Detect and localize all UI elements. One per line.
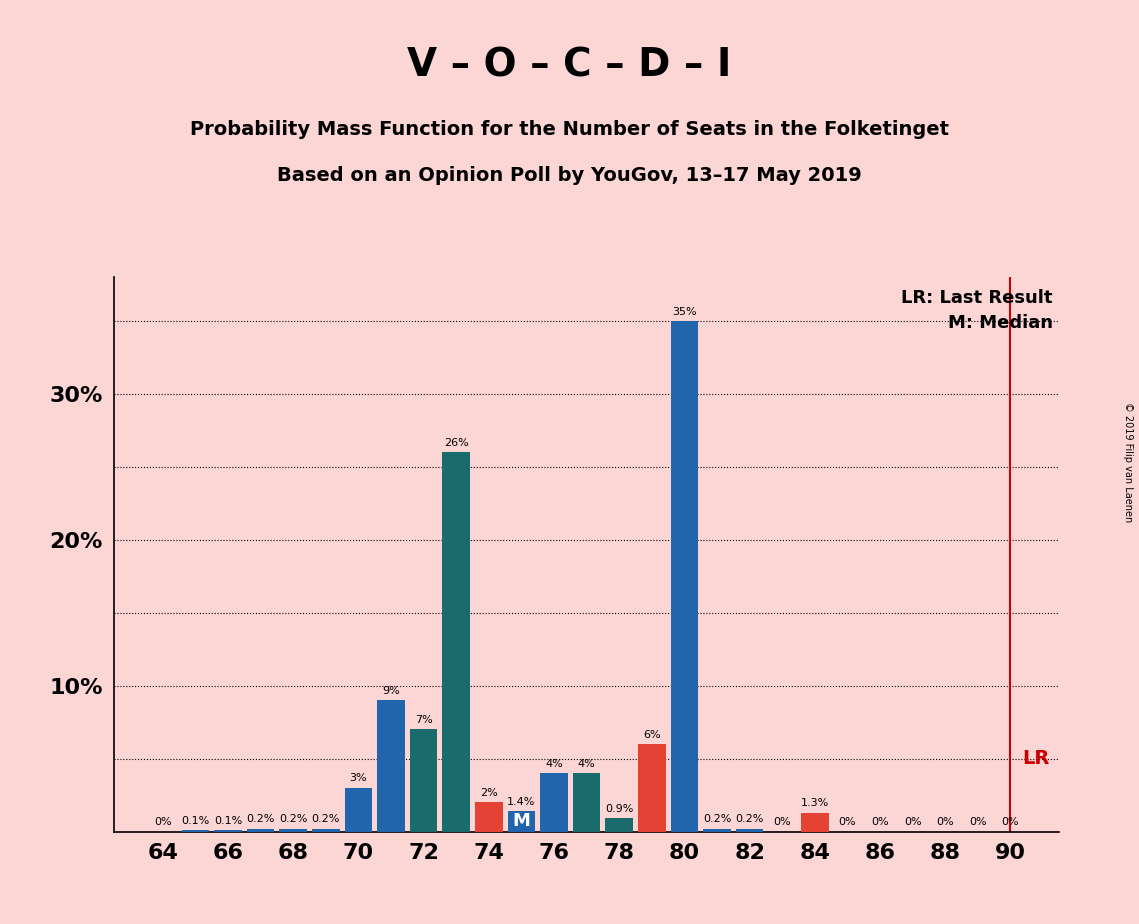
Text: 0%: 0%: [969, 817, 986, 827]
Text: 0%: 0%: [871, 817, 888, 827]
Text: 0%: 0%: [838, 817, 857, 827]
Text: 0%: 0%: [1001, 817, 1019, 827]
Text: 0.2%: 0.2%: [703, 814, 731, 824]
Text: 4%: 4%: [577, 759, 596, 769]
Text: 9%: 9%: [382, 686, 400, 696]
Bar: [736, 829, 763, 832]
Text: 0.2%: 0.2%: [279, 814, 308, 824]
Text: 4%: 4%: [546, 759, 563, 769]
Bar: [703, 829, 731, 832]
Bar: [508, 811, 535, 832]
Text: LR: LR: [1022, 749, 1049, 768]
Text: 3%: 3%: [350, 773, 367, 784]
Text: 26%: 26%: [444, 438, 468, 448]
Text: V – O – C – D – I: V – O – C – D – I: [408, 46, 731, 84]
Text: LR: Last Result: LR: Last Result: [901, 289, 1052, 307]
Text: 0.9%: 0.9%: [605, 804, 633, 814]
Bar: [475, 802, 502, 832]
Bar: [344, 788, 372, 832]
Bar: [377, 700, 404, 832]
Bar: [801, 812, 829, 832]
Text: 0%: 0%: [154, 817, 172, 827]
Text: 6%: 6%: [644, 730, 661, 740]
Text: 2%: 2%: [480, 788, 498, 798]
Bar: [279, 829, 308, 832]
Text: 0.2%: 0.2%: [736, 814, 764, 824]
Bar: [247, 829, 274, 832]
Text: 0.1%: 0.1%: [214, 816, 243, 826]
Bar: [214, 830, 241, 832]
Text: M: M: [513, 812, 531, 831]
Bar: [410, 729, 437, 832]
Text: 0%: 0%: [773, 817, 790, 827]
Text: 0.2%: 0.2%: [246, 814, 274, 824]
Text: Based on an Opinion Poll by YouGov, 13–17 May 2019: Based on an Opinion Poll by YouGov, 13–1…: [277, 166, 862, 186]
Text: 0%: 0%: [903, 817, 921, 827]
Bar: [638, 744, 665, 832]
Text: © 2019 Filip van Laenen: © 2019 Filip van Laenen: [1123, 402, 1133, 522]
Bar: [540, 773, 568, 832]
Bar: [312, 829, 339, 832]
Bar: [605, 819, 633, 832]
Bar: [573, 773, 600, 832]
Text: 7%: 7%: [415, 715, 433, 725]
Text: 1.3%: 1.3%: [801, 798, 829, 808]
Text: 0.1%: 0.1%: [181, 816, 210, 826]
Bar: [671, 321, 698, 832]
Text: 1.4%: 1.4%: [507, 796, 535, 807]
Text: 0.2%: 0.2%: [312, 814, 339, 824]
Text: M: Median: M: Median: [948, 313, 1052, 332]
Text: 35%: 35%: [672, 307, 697, 317]
Text: Probability Mass Function for the Number of Seats in the Folketinget: Probability Mass Function for the Number…: [190, 120, 949, 140]
Text: 0%: 0%: [936, 817, 954, 827]
Bar: [442, 452, 470, 832]
Bar: [181, 830, 210, 832]
